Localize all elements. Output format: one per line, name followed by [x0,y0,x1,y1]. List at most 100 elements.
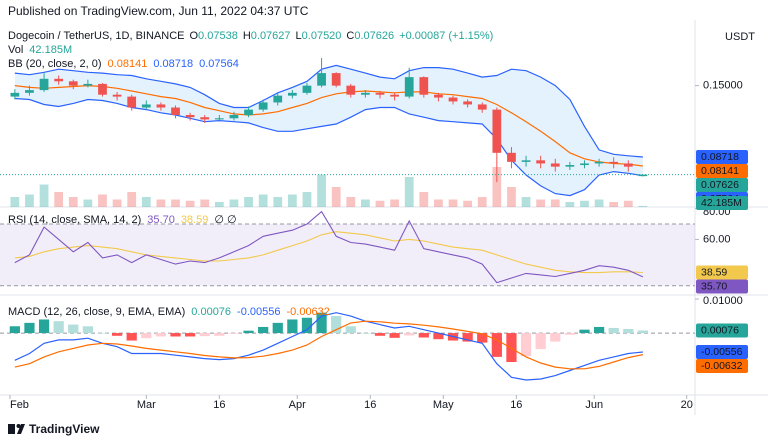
bb-legend: BB (20, close, 2, 0) 0.08141 0.08718 0.0756… [8,58,239,70]
histogram-bar [404,333,415,336]
histogram-bar [389,333,400,338]
candle-body [302,85,312,93]
candle-body [98,83,107,95]
histogram-bar [53,321,64,334]
price-badge-label: 0.00076 [701,324,739,336]
price-badge [696,323,748,338]
y-tick-label: 0.01000 [703,295,743,307]
legend-text: +0.00087 (+1.15%) [399,30,493,42]
legend-text: 0.07520 [302,30,342,42]
histogram-bar [345,326,356,334]
bb-line [14,64,643,158]
volume-bar [317,174,326,207]
candle-body [609,161,619,164]
candle-body [419,77,429,95]
legend-text: BB (20, close, 2, 0) [8,58,102,70]
histogram-bar [433,333,444,340]
macd-legend: MACD (12, 26, close, 9, EMA, EMA) 0.00076… [8,306,330,318]
volume-bar [83,199,93,207]
volume-bar [550,199,560,207]
histogram-bar [24,322,35,334]
candle-body [317,73,326,86]
price-badge-label: 38.59 [701,266,727,278]
candle-body [507,152,516,162]
histogram-bar [272,322,283,334]
volume-bar [302,192,312,207]
histogram-bar [637,330,649,334]
candle-body [638,174,648,177]
candle-body [39,78,49,91]
volume-bar [404,177,414,207]
legend-text: ∅ ∅ [214,214,236,226]
volume-bar [580,200,589,207]
volume-bar [463,200,473,207]
histogram-bar [141,333,152,339]
x-tick-label: 20 [681,399,693,411]
legend-text: 0.07538 [198,30,238,42]
x-tick-label: Feb [10,399,29,411]
price-badge-label: -0.00632 [701,360,743,372]
histogram-bar [623,328,634,334]
candle-body [273,95,283,103]
candle-body [434,94,443,98]
volume-bar [25,194,34,207]
candle-body [141,104,151,108]
logo-mark [17,424,25,434]
histogram-bar [82,326,93,334]
histogram-bar [608,327,619,334]
candle-body [404,77,414,97]
price-badge-label: 0.07626 [701,179,739,191]
x-tick-label: 16 [364,399,376,411]
candle-body [477,104,487,110]
legend-text: 42.185M [29,44,72,56]
volume-bar [434,199,443,207]
legend-text: 35.70 [147,214,175,226]
histogram-bar [126,333,137,341]
x-tick-label: Mar [137,399,156,411]
candle-body [361,92,370,95]
histogram-bar [170,333,181,337]
histogram-bar [258,326,269,334]
legend-text: 0.08141 [108,58,148,70]
price-badge [696,163,748,178]
histogram-bar [97,333,108,334]
overlay: Dogecoin / TetherUS, 1D, BINANCE O0.07538… [8,30,748,373]
x-tick-label: Apr [289,399,306,411]
candle-body [580,163,589,166]
histogram-bar [111,333,123,336]
candle-body [594,161,604,164]
volume-bar [112,199,122,207]
candle-body [112,94,122,97]
histogram-bar [462,333,473,342]
histogram-bar [214,333,225,336]
rsi-line [14,231,643,274]
bb-line [14,84,643,167]
volume-bar [229,199,239,207]
bb-line [14,97,643,197]
histogram-bar [331,316,342,334]
legend-text: Dogecoin / TetherUS, 1D, BINANCE [8,30,184,42]
histogram-bar [185,333,196,337]
volume-bar [565,202,575,207]
x-tick-label: May [433,399,454,411]
histogram-bar [199,333,210,337]
macd-line [14,312,643,381]
histogram-bar [155,333,167,337]
logo-mark [8,424,15,434]
candle-body [214,118,224,120]
candle-body [25,90,34,93]
y-tick-label: 60.00 [703,233,731,245]
histogram-bar [9,326,20,334]
candle-body [492,109,502,153]
volume-bar [361,199,370,207]
volume-bar [390,199,399,207]
histogram-bar [579,329,590,334]
price-badge [696,177,748,192]
volume-bar [10,197,20,207]
y-tick-label: 0.15000 [703,80,743,92]
histogram-bar [535,333,546,350]
macd-line [14,320,644,370]
volume-bar [200,199,210,207]
